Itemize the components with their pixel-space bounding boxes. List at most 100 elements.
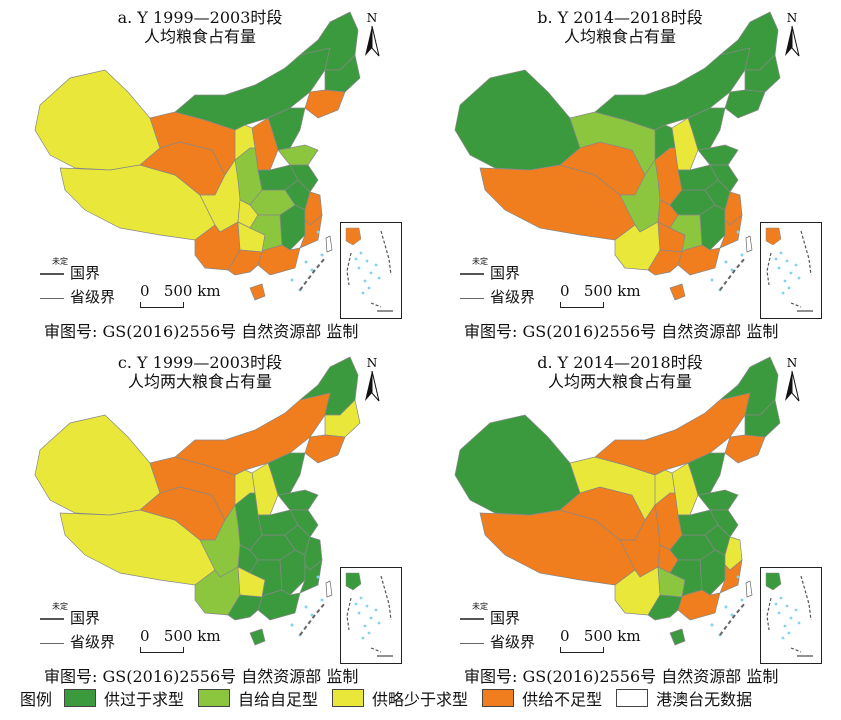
scale-label: 0 500 km: [140, 282, 221, 300]
panel-title-line2: 人均两大粮食占有量: [127, 372, 272, 391]
province-xinjiang: [34, 414, 161, 516]
province-heilongjiang: [719, 356, 779, 416]
panel-title-d: d. Y 2014—2018时段 人均两大粮食占有量: [500, 353, 740, 391]
border-legend: 国界: [460, 262, 520, 283]
province-fujian: [719, 559, 743, 594]
province-guangdong: [257, 244, 301, 276]
map-review-number: 审图号: GS(2016)2556号 自然资源部 监制: [464, 667, 779, 686]
map-review-number: 审图号: GS(2016)2556号 自然资源部 监制: [44, 322, 359, 341]
border-legend: 国界: [40, 262, 100, 283]
undefined-border-tag: 未定: [472, 257, 488, 266]
province-jiangsu: [289, 509, 319, 538]
map-panel-d: d. Y 2014—2018时段 人均两大粮食占有量 N 未定 国界省级界 0 500 k…: [420, 345, 830, 686]
legend-item-self-sufficient: 自给自足型: [198, 686, 318, 710]
province-guangxi: [647, 249, 683, 276]
province-guangxi: [227, 249, 263, 276]
province-xinjiang: [454, 69, 581, 171]
province-hainan: [249, 283, 266, 301]
north-arrow-icon: N: [780, 10, 804, 60]
province-xinjiang: [34, 69, 161, 171]
scale-bar: [560, 302, 604, 308]
province-border-legend-label: 省级界: [490, 633, 536, 651]
legend-label-surplus: 供过于求型: [104, 690, 185, 709]
legend-label-deficit: 供给不足型: [522, 690, 603, 709]
china-map-d: [454, 356, 781, 646]
province-border-legend-label: 省级界: [490, 288, 536, 306]
legend-item-surplus: 供过于求型: [64, 686, 184, 710]
province-jiangsu: [709, 509, 739, 538]
province-fujian: [299, 559, 323, 594]
panel-title-a: a. Y 1999—2003时段 人均粮食占有量: [80, 8, 320, 46]
map-panel-c: c. Y 1999—2003时段 人均两大粮食占有量 N 未定 国界 省级界 0 500 k…: [0, 345, 410, 686]
north-arrow-icon: N: [360, 10, 384, 60]
legend-title: 图例: [20, 690, 53, 709]
south-china-sea-inset: [340, 567, 402, 664]
scale-bar: [140, 647, 184, 653]
province-border-legend: 省级界: [460, 286, 535, 307]
south-china-sea-inset: [760, 567, 822, 664]
province-heilongjiang: [719, 11, 779, 71]
province-jiangsu: [289, 164, 319, 193]
south-china-sea-inset: [340, 222, 402, 319]
panel-title-c: c. Y 1999—2003时段 人均两大粮食占有量: [80, 353, 320, 391]
province-guangdong: [677, 244, 721, 276]
map-panel-a: a. Y 1999—2003时段 人均粮食占有量 N 未定 国界省级界 0 500 km 审…: [0, 0, 410, 341]
north-label: N: [787, 11, 798, 25]
panel-title-line1: d. Y 2014—2018时段: [537, 353, 703, 372]
province-taiwan: [745, 235, 753, 253]
province-liaoning: [724, 89, 766, 119]
province-taiwan: [325, 235, 333, 253]
legend-swatch-self-sufficient: [198, 689, 231, 707]
province-guangxi: [227, 594, 263, 621]
north-label: N: [367, 356, 378, 370]
legend-swatch-slight-short: [332, 689, 365, 707]
province-liaoning: [304, 89, 346, 119]
province-guangdong: [257, 589, 301, 621]
province-guangxi: [647, 594, 683, 621]
province-hainan: [249, 628, 266, 646]
province-hainan: [669, 283, 686, 301]
border-legend-label: 国界: [70, 264, 101, 282]
map-panel-b: b. Y 2014—2018时段 人均粮食占有量 N 未定 国界省级界 0 500 km 审…: [420, 0, 830, 341]
province-liaoning: [724, 434, 766, 464]
map-legend: 图例 供过于求型 自给自足型 供略少于求型 供给不足型 港澳台无数据: [20, 683, 830, 713]
china-map-a: [34, 11, 361, 301]
legend-label-slight-short: 供略少于求型: [372, 690, 469, 709]
legend-item-no-data: 港澳台无数据: [616, 686, 752, 710]
south-china-sea-inset: [760, 222, 822, 319]
province-border-legend: 省级界: [460, 631, 535, 652]
legend-swatch-deficit: [482, 689, 515, 707]
scale-label: 0 500 km: [560, 282, 641, 300]
province-border-legend-label: 省级界: [70, 288, 116, 306]
legend-swatch-no-data: [616, 689, 649, 707]
panel-title-b: b. Y 2014—2018时段 人均粮食占有量: [500, 8, 740, 46]
map-review-number: 审图号: GS(2016)2556号 自然资源部 监制: [464, 322, 779, 341]
north-arrow-icon: N: [780, 355, 804, 405]
north-label: N: [787, 356, 798, 370]
panel-title-line1: c. Y 1999—2003时段: [117, 353, 283, 372]
legend-label-self-sufficient: 自给自足型: [238, 690, 319, 709]
china-map-b: [454, 11, 781, 301]
undefined-border-tag: 未定: [472, 602, 488, 611]
legend-item-deficit: 供给不足型: [482, 686, 602, 710]
province-fujian: [719, 214, 743, 249]
legend-swatch-surplus: [64, 689, 97, 707]
province-taiwan: [325, 580, 333, 598]
map-review-number: 审图号: GS(2016)2556号 自然资源部 监制: [44, 667, 359, 686]
province-fujian: [299, 214, 323, 249]
undefined-border-tag: 未定: [52, 257, 68, 266]
panel-title-line1: a. Y 1999—2003时段: [117, 8, 283, 27]
province-border-legend-label: 省级界: [70, 633, 116, 651]
border-legend-label: 国界: [70, 609, 101, 627]
border-legend-label: 国界: [490, 609, 521, 627]
scale-label: 0 500 km: [560, 627, 641, 645]
north-arrow-icon: N: [360, 355, 384, 405]
province-jiangsu: [709, 164, 739, 193]
border-legend-label: 国界: [490, 264, 521, 282]
panel-title-line2: 人均粮食占有量: [143, 27, 256, 46]
province-border-legend: 省级界: [40, 631, 115, 652]
scale-label: 0 500 km: [140, 627, 221, 645]
legend-label-no-data: 港澳台无数据: [656, 690, 753, 709]
province-liaoning: [304, 434, 346, 464]
province-guangdong: [677, 589, 721, 621]
